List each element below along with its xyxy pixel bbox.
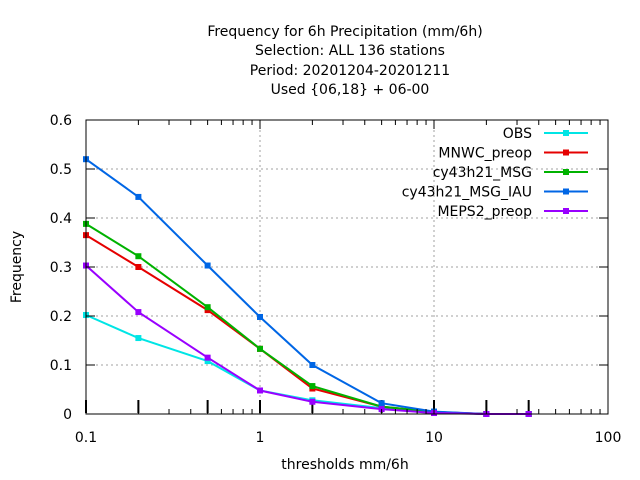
title-line-4: Used {06,18} + 06-00 bbox=[271, 82, 430, 98]
legend-label: MNWC_preop bbox=[438, 146, 532, 162]
y-axis-label: Frequency bbox=[9, 231, 25, 303]
title-line-2: Selection: ALL 136 stations bbox=[255, 43, 445, 59]
title-line-1: Frequency for 6h Precipitation (mm/6h) bbox=[207, 24, 482, 40]
data-point bbox=[204, 262, 211, 269]
x-tick-label: 10 bbox=[425, 430, 443, 446]
series-MEPS2_preop bbox=[83, 262, 532, 417]
data-point bbox=[204, 304, 211, 311]
legend: OBS MNWC_preop cy43h21_MSG cy43h21_MSG_IAU M… bbox=[402, 126, 588, 220]
y-tick-label: 0.4 bbox=[50, 211, 72, 227]
chart-title: Frequency for 6h Precipitation (mm/6h) S… bbox=[207, 24, 482, 98]
x-tick-label: 100 bbox=[595, 430, 622, 446]
legend-swatch-marker bbox=[563, 149, 569, 156]
legend-label: OBS bbox=[503, 126, 532, 142]
threshold-marks bbox=[85, 400, 530, 413]
x-axis-label: thresholds mm/6h bbox=[281, 457, 408, 473]
y-tick-label: 0 bbox=[63, 407, 72, 423]
legend-swatch-marker bbox=[563, 208, 569, 214]
data-point bbox=[257, 345, 263, 352]
data-point bbox=[309, 362, 316, 368]
legend-label: MEPS2_preop bbox=[437, 204, 532, 220]
data-point bbox=[135, 264, 142, 270]
series-line bbox=[85, 234, 529, 415]
data-point bbox=[309, 398, 316, 405]
data-point bbox=[135, 253, 142, 260]
y-tick-label: 0.1 bbox=[50, 358, 72, 374]
x-axis: 0.1 1 10 100 bbox=[75, 120, 622, 446]
x-tick-label: 0.1 bbox=[75, 430, 97, 446]
data-point bbox=[204, 358, 211, 365]
data-point bbox=[135, 335, 142, 342]
title-line-3: Period: 20201204-20201211 bbox=[250, 63, 450, 79]
y-tick-label: 0.6 bbox=[50, 113, 72, 129]
data-point bbox=[135, 309, 142, 316]
data-point bbox=[257, 387, 263, 394]
data-point bbox=[378, 400, 385, 407]
y-tick-label: 0.3 bbox=[50, 260, 72, 276]
legend-swatch-marker bbox=[563, 188, 569, 195]
data-point bbox=[135, 193, 142, 200]
series-MNWC_preop bbox=[83, 232, 532, 417]
legend-swatch-marker bbox=[563, 169, 569, 175]
x-tick-label: 1 bbox=[256, 430, 265, 446]
legend-label: cy43h21_MSG bbox=[433, 165, 532, 181]
legend-label: cy43h21_MSG_IAU bbox=[402, 185, 532, 201]
data-point bbox=[204, 354, 211, 361]
y-axis: 0 0.1 0.2 0.3 0.4 0.5 0.6 bbox=[50, 113, 608, 423]
y-tick-label: 0.5 bbox=[50, 162, 72, 178]
grid bbox=[86, 120, 608, 414]
y-tick-label: 0.2 bbox=[50, 309, 72, 325]
legend-swatch-marker bbox=[563, 130, 569, 136]
data-point bbox=[257, 313, 263, 320]
data-point bbox=[309, 383, 316, 390]
series-line bbox=[85, 264, 529, 415]
